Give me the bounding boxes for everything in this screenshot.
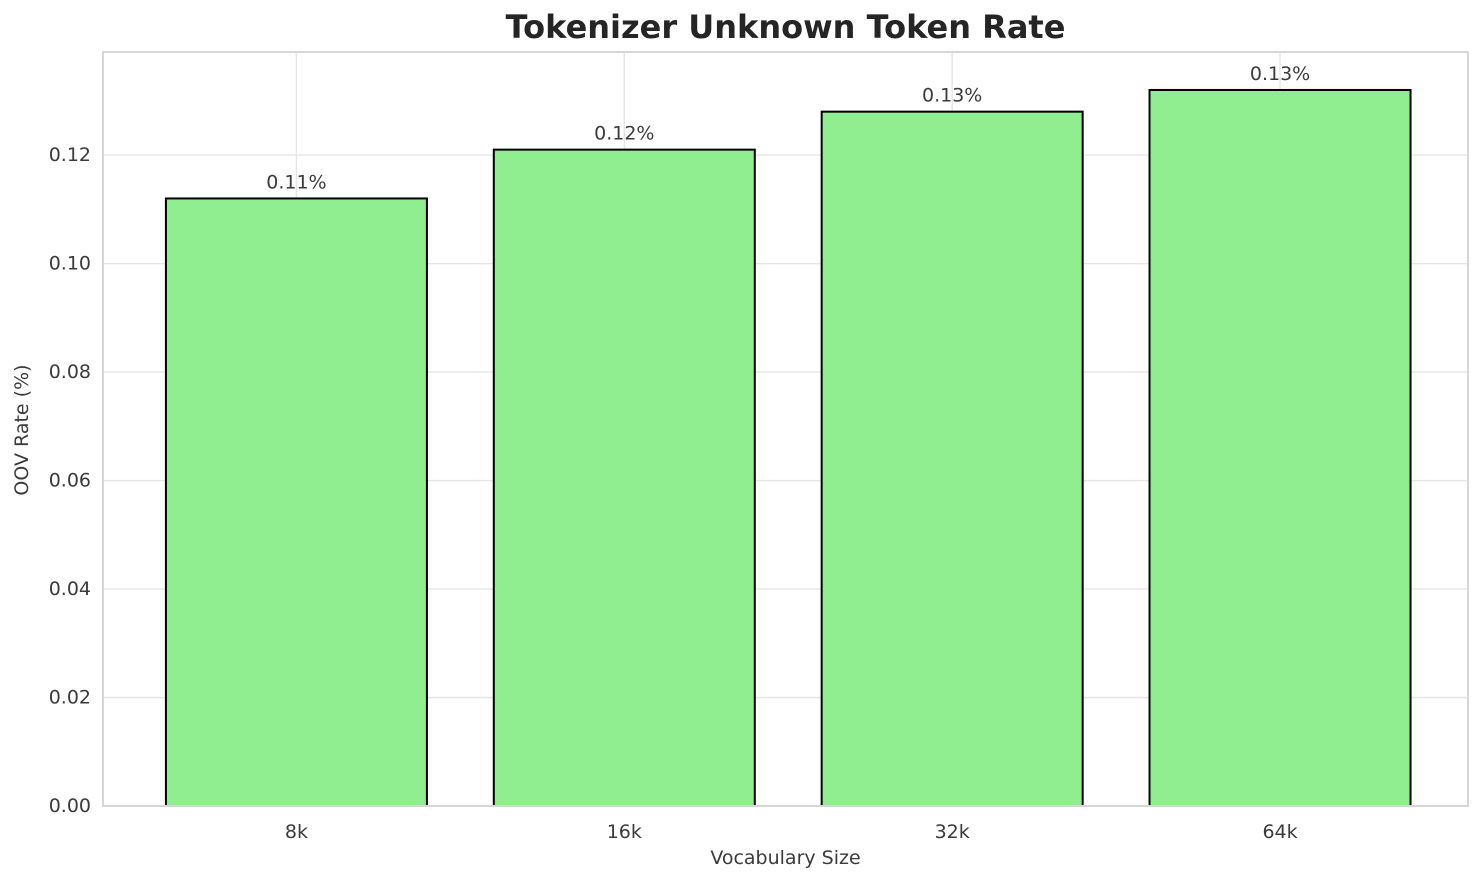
axes-frame xyxy=(102,51,1469,807)
bar-value-label: 0.13% xyxy=(922,85,982,107)
bar-value-label: 0.11% xyxy=(266,171,326,193)
y-tick-label: 0.12 xyxy=(49,144,91,166)
bar xyxy=(492,148,756,808)
y-tick-label: 0.02 xyxy=(49,687,91,709)
y-tick-label: 0.04 xyxy=(49,578,91,600)
bar xyxy=(164,197,428,807)
y-tick-label: 0.06 xyxy=(49,470,91,492)
bar xyxy=(1148,88,1412,807)
y-tick-label: 0.08 xyxy=(49,361,91,383)
x-tick-label: 32k xyxy=(935,821,970,843)
bar-value-label: 0.12% xyxy=(594,123,654,145)
x-tick-label: 16k xyxy=(607,821,642,843)
bar xyxy=(820,110,1084,807)
x-tick-label: 64k xyxy=(1262,821,1297,843)
bar-value-label: 0.13% xyxy=(1250,63,1310,85)
x-axis-label: Vocabulary Size xyxy=(710,847,861,869)
x-tick-label: 8k xyxy=(285,821,308,843)
y-tick-label: 0.10 xyxy=(49,253,91,275)
y-tick-label: 0.00 xyxy=(49,795,91,817)
chart-title: Tokenizer Unknown Token Rate xyxy=(505,8,1066,46)
